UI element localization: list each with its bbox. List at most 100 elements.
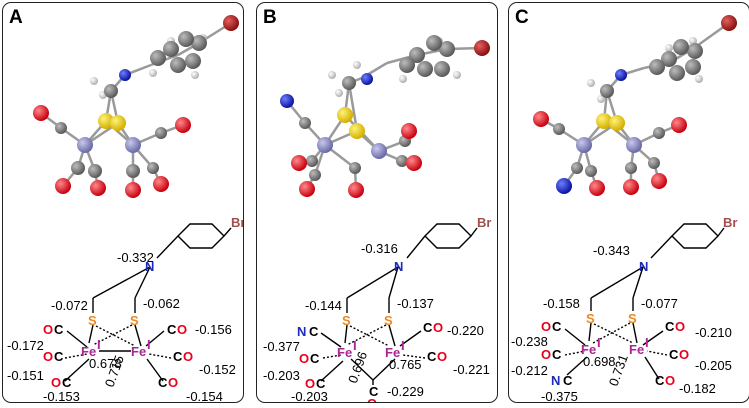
co-charge: -0.205: [695, 358, 732, 373]
fe-right-charge: 0.765: [389, 357, 422, 372]
panel-b: B: [256, 2, 498, 403]
s-right-charge: -0.077: [641, 296, 678, 311]
fe-left-charge: 0.678: [89, 356, 122, 371]
co-charge: -0.220: [447, 323, 484, 338]
co-charge: -0.203: [291, 389, 328, 403]
oxygen-label: O: [437, 349, 447, 364]
molecular-model: [286, 46, 483, 191]
oxygen-label: O: [541, 347, 551, 362]
iron-left-oxidation: I: [597, 335, 601, 350]
s-right-charge: -0.062: [143, 296, 180, 311]
oxygen-label: O: [675, 319, 685, 334]
carbon-label: C: [669, 347, 679, 362]
carbon-label: C: [563, 373, 573, 388]
co-charge: -0.229: [387, 384, 424, 399]
bromine-label: Br: [477, 215, 491, 230]
atom-spheres: [533, 15, 737, 196]
iron-right-oxidation: I: [401, 338, 405, 353]
carbon-label: C: [310, 351, 320, 366]
cn-charge: -0.375: [541, 389, 578, 403]
sulfur-right-label: S: [384, 313, 393, 328]
panel-a: A: [2, 2, 244, 403]
co-charge: -0.151: [7, 368, 44, 383]
oxygen-label: O: [43, 349, 53, 364]
n-charge: -0.316: [361, 241, 398, 256]
scheme-labels: Br N -0.343 -0.158 -0.077 S S Fe I Fe I …: [511, 215, 737, 403]
co-charge: -0.203: [263, 368, 300, 383]
iron-left-oxidation: I: [97, 337, 101, 352]
oxygen-label: O: [367, 396, 377, 403]
oxygen-label: O: [168, 375, 178, 390]
iron-right-oxidation: I: [645, 335, 649, 350]
iron-right-label: Fe: [131, 344, 146, 359]
co-charge: -0.210: [695, 325, 732, 340]
co-charge: -0.156: [195, 322, 232, 337]
panel-a-graphic: Br N -0.332 -0.072 -0.062 S S Fe I Fe I …: [7, 15, 244, 403]
co-charge: -0.172: [7, 338, 44, 353]
carbon-label: C: [423, 320, 433, 335]
oxygen-label: O: [177, 322, 187, 337]
co-charge: -0.152: [199, 362, 236, 377]
carbon-label: C: [54, 322, 64, 337]
n-charge: -0.343: [593, 243, 630, 258]
carbon-label: C: [62, 375, 72, 390]
bromine-label: Br: [723, 215, 737, 230]
oxygen-label: O: [43, 322, 53, 337]
carbon-label: C: [54, 349, 64, 364]
oxygen-label: O: [299, 351, 309, 366]
oxygen-label: O: [679, 347, 689, 362]
carbon-label: C: [427, 349, 437, 364]
carbon-label: C: [655, 373, 665, 388]
nitrogen-label: N: [394, 259, 403, 274]
iron-left-label: Fe: [581, 342, 596, 357]
sulfur-left-label: S: [88, 313, 97, 328]
sulfur-right-label: S: [628, 311, 637, 326]
co-charge: -0.221: [453, 362, 490, 377]
carbon-label: C: [665, 319, 675, 334]
scheme-labels: Br N -0.332 -0.072 -0.062 S S Fe I Fe I …: [7, 215, 244, 403]
carbon-label: C: [552, 347, 562, 362]
iron-right-label: Fe: [629, 342, 644, 357]
oxygen-label: O: [183, 349, 193, 364]
carbon-label: C: [158, 375, 168, 390]
iron-left-oxidation: I: [353, 338, 357, 353]
carbon-label: C: [309, 324, 319, 339]
panel-c-graphic: Br N -0.343 -0.158 -0.077 S S Fe I Fe I …: [511, 15, 737, 403]
nitrogen-label: N: [145, 259, 154, 274]
panel-label: A: [9, 7, 23, 28]
oxygen-label: O: [433, 320, 443, 335]
oxygen-label: O: [305, 376, 315, 391]
co-charge: -0.154: [186, 389, 223, 403]
panel-c: C: [508, 2, 749, 403]
s-left-charge: -0.158: [543, 296, 580, 311]
nitrogen-label: N: [297, 324, 306, 339]
bromine-label: Br: [231, 215, 244, 230]
iron-right-oxidation: I: [147, 337, 151, 352]
carbon-label: C: [552, 319, 562, 334]
cn-charge: -0.377: [263, 339, 300, 354]
nitrogen-label: N: [551, 373, 560, 388]
scheme-bonds: [320, 223, 478, 385]
atom-spheres: [33, 15, 239, 198]
oxygen-label: O: [541, 319, 551, 334]
s-left-charge: -0.144: [305, 298, 342, 313]
co-charge: -0.238: [511, 334, 548, 349]
co-charge: -0.153: [43, 389, 80, 403]
carbon-label: C: [173, 349, 183, 364]
panel-b-graphic: Br N -0.316 -0.144 -0.137 S S Fe I Fe I …: [263, 35, 491, 403]
carbon-label: C: [369, 384, 379, 399]
iron-left-label: Fe: [337, 345, 352, 360]
sulfur-right-label: S: [130, 313, 139, 328]
iron-left-label: Fe: [81, 344, 96, 359]
nitrogen-label: N: [639, 259, 648, 274]
scheme-labels: Br N -0.316 -0.144 -0.137 S S Fe I Fe I …: [263, 215, 491, 403]
carbon-label: C: [316, 376, 326, 391]
oxygen-label: O: [665, 373, 675, 388]
co-charge: -0.182: [679, 381, 716, 396]
s-right-charge: -0.137: [397, 296, 434, 311]
scheme-bonds: [564, 223, 725, 380]
sulfur-left-label: S: [586, 311, 595, 326]
scheme-bonds: [64, 223, 232, 382]
atom-spheres: [280, 35, 490, 198]
n-charge: -0.332: [117, 250, 154, 265]
